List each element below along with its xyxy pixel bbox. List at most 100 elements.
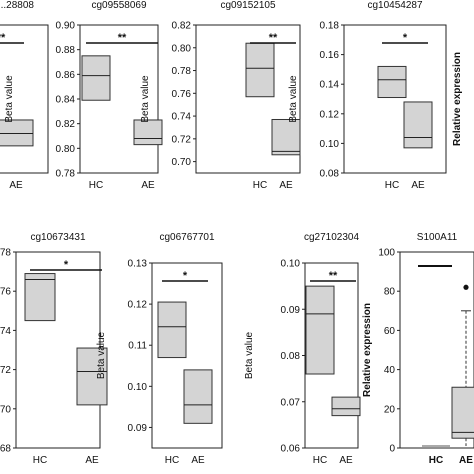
- y-tick-label: 0.82: [56, 119, 76, 130]
- y-axis-label: Beta value: [4, 75, 15, 123]
- axis-frame: [399, 251, 474, 449]
- y-tick-label: 0.06: [281, 444, 301, 455]
- y-tick-label: 70: [0, 404, 11, 415]
- y-tick-label: 68: [0, 444, 11, 455]
- box-iqr: [331, 396, 361, 417]
- box-iqr: [76, 347, 108, 406]
- x-category-label: HC: [385, 180, 399, 191]
- y-axis-label: Beta value: [288, 75, 299, 123]
- y-tick-label: 0: [389, 444, 395, 455]
- significance-marker: *: [64, 259, 69, 271]
- y-tick-label: 0.78: [56, 169, 76, 180]
- y-tick-label: 72: [0, 365, 11, 376]
- y-tick-label: 0.16: [320, 50, 340, 61]
- y-tick-label: 74: [0, 326, 11, 337]
- y-axis-label: Beta value: [244, 331, 255, 379]
- y-tick-label: 0.10: [128, 382, 148, 393]
- x-category-label: AE: [9, 180, 23, 191]
- panel-title: S100A11: [417, 232, 458, 243]
- box-iqr: [377, 65, 407, 99]
- x-category-label: HC: [253, 180, 267, 191]
- y-tick-label: 0.86: [56, 70, 76, 81]
- axis-frame: [343, 24, 447, 174]
- y-tick-label: 0.88: [56, 45, 76, 56]
- significance-marker: *: [403, 32, 408, 44]
- panel-title: cg06767701: [159, 232, 214, 243]
- panel-title: cg09558069: [91, 0, 146, 11]
- box-iqr: [403, 101, 433, 149]
- x-category-label: AE: [141, 180, 155, 191]
- y-tick-label: 76: [0, 287, 11, 298]
- y-tick-label: 0.10: [320, 139, 340, 150]
- x-category-label: AE: [279, 180, 293, 191]
- x-category-label: AE: [339, 455, 353, 466]
- y-tick-label: 0.76: [172, 89, 192, 100]
- y-tick-label: 60: [384, 326, 396, 337]
- panel-title: cg10673431: [30, 232, 85, 243]
- y-tick-label: 0.07: [281, 397, 301, 408]
- y-tick-label: 100: [378, 248, 395, 259]
- significance-marker: **: [118, 32, 127, 44]
- box-outlier: [463, 284, 469, 290]
- y-axis-label: Beta value: [96, 331, 107, 379]
- panel-title: cg27102304: [304, 232, 359, 243]
- y-tick-label: 0.18: [320, 21, 340, 32]
- y-axis-label: Beta value: [140, 75, 151, 123]
- y-tick-label: 0.82: [172, 21, 192, 32]
- y-tick-label: 0.80: [172, 43, 192, 54]
- box-iqr: [245, 42, 275, 98]
- panel-title: cg10454287: [367, 0, 422, 11]
- significance-marker: **: [329, 270, 338, 282]
- x-category-label: AE: [85, 455, 99, 466]
- panel-title: cg09152105: [220, 0, 275, 11]
- y-tick-label: 0.09: [281, 305, 301, 316]
- y-axis-label: Relative expression: [452, 52, 463, 146]
- x-category-label: HC: [429, 455, 443, 466]
- axis-frame: [0, 24, 49, 174]
- y-tick-label: 0.10: [281, 259, 301, 270]
- x-category-label: AE: [459, 455, 473, 466]
- y-tick-label: 20: [384, 404, 396, 415]
- y-tick-label: 0.14: [320, 80, 340, 91]
- y-tick-label: 0.13: [128, 259, 148, 270]
- x-category-label: HC: [165, 455, 179, 466]
- box-iqr: [24, 273, 56, 322]
- box-iqr: [271, 118, 301, 156]
- x-category-label: HC: [313, 455, 327, 466]
- x-category-label: AE: [191, 455, 205, 466]
- box-iqr: [451, 386, 474, 439]
- y-tick-label: 0.84: [56, 95, 76, 106]
- y-axis-label: Relative expression: [362, 303, 373, 397]
- significance-marker: *: [183, 270, 188, 282]
- panel-title: cg...28808: [0, 0, 34, 11]
- y-tick-label: 0.08: [281, 351, 301, 362]
- y-tick-label: 0.70: [172, 157, 192, 168]
- y-tick-label: 0.78: [172, 66, 192, 77]
- y-tick-label: 40: [384, 365, 396, 376]
- axis-frame: [195, 24, 301, 174]
- significance-marker: **: [269, 32, 278, 44]
- box-iqr: [305, 285, 335, 375]
- y-tick-label: 0.72: [172, 134, 192, 145]
- y-tick-label: 0.09: [128, 423, 148, 434]
- significance-marker: **: [0, 32, 6, 44]
- y-tick-label: 0.80: [56, 144, 76, 155]
- axis-frame: [151, 262, 223, 449]
- box-iqr: [183, 369, 213, 424]
- x-category-label: AE: [411, 180, 425, 191]
- x-category-label: HC: [89, 180, 103, 191]
- x-category-label: HC: [33, 455, 47, 466]
- y-tick-label: 80: [384, 287, 396, 298]
- box-iqr: [157, 301, 187, 359]
- y-tick-label: 0.11: [128, 341, 147, 352]
- y-tick-label: 78: [0, 248, 11, 259]
- y-tick-label: 0.74: [172, 112, 192, 123]
- y-tick-label: 0.08: [320, 169, 340, 180]
- y-tick-label: 0.90: [56, 21, 76, 32]
- y-tick-label: 0.12: [128, 300, 148, 311]
- box-iqr: [81, 55, 111, 101]
- y-tick-label: 0.12: [320, 109, 340, 120]
- box-iqr: [133, 119, 163, 146]
- box-iqr: [0, 119, 34, 147]
